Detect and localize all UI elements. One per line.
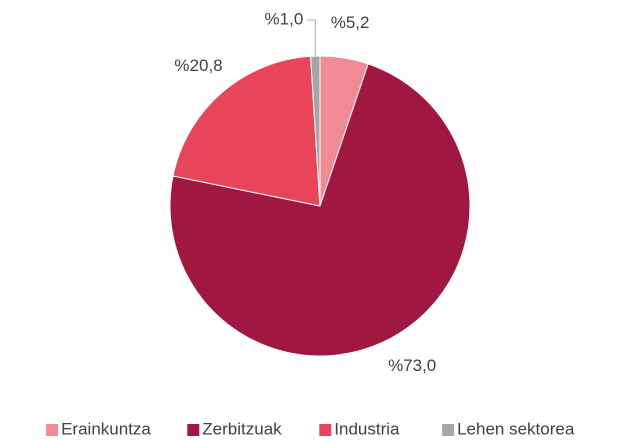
data-label: %73,0	[388, 356, 436, 375]
data-label: %20,8	[174, 56, 222, 75]
data-label: %5,2	[331, 13, 370, 32]
data-label: %1,0	[265, 9, 304, 28]
legend-label: Erainkuntza	[61, 419, 151, 438]
legend-swatch	[319, 424, 332, 436]
legend-swatch	[442, 424, 455, 436]
pie-slice	[172, 55, 321, 207]
pie-slice	[169, 63, 471, 357]
legend-swatch	[46, 424, 59, 436]
legend-swatch	[187, 424, 200, 436]
legend-label: Lehen sektorea	[457, 419, 575, 438]
leader-line	[307, 19, 316, 57]
legend-label: Industria	[334, 419, 400, 438]
legend-label: Zerbitzuak	[202, 419, 282, 438]
